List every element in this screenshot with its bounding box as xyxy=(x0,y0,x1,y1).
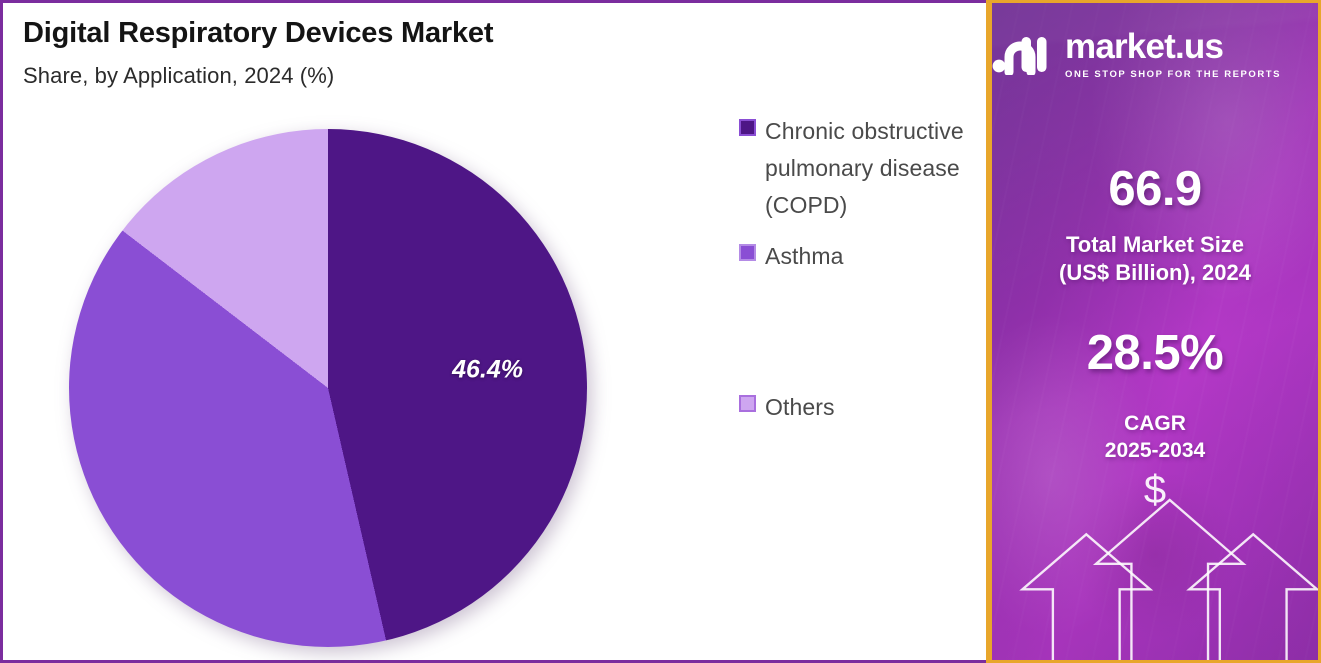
stats-content: market.us ONE STOP SHOP FOR THE REPORTS … xyxy=(992,3,1318,660)
cagr-caption: CAGR 2025-2034 xyxy=(992,410,1318,464)
growth-arrows-graphic: $ xyxy=(992,470,1318,660)
market-size-caption-line1: Total Market Size xyxy=(1065,232,1245,257)
logo-wordmark: market.us xyxy=(1065,27,1224,66)
pie-slice-label-copd: 46.4% xyxy=(452,355,523,384)
legend-swatch xyxy=(739,395,756,412)
brand-logo[interactable]: market.us ONE STOP SHOP FOR THE REPORTS xyxy=(992,29,1318,82)
legend-label: Asthma xyxy=(765,243,844,269)
cagr-caption-line2: 2025-2034 xyxy=(1104,439,1206,463)
legend-label: Others xyxy=(765,394,835,420)
pie-chart: 46.4% xyxy=(69,129,592,653)
dollar-sign-icon: $ xyxy=(1143,468,1167,512)
panel-color-tint xyxy=(992,3,1318,660)
market-size-caption: Total Market Size (US$ Billion), 2024 xyxy=(992,231,1318,288)
market-us-logo-icon xyxy=(992,31,1054,80)
panel-divider xyxy=(986,0,992,663)
chart-legend: Chronic obstructive pulmonary disease (C… xyxy=(739,113,979,440)
pie-slices[interactable] xyxy=(69,129,587,647)
chart-panel: Digital Respiratory Devices Market Share… xyxy=(0,0,986,663)
page-title: Digital Respiratory Devices Market xyxy=(23,17,494,49)
legend-swatch xyxy=(739,244,756,261)
market-size-value: 66.9 xyxy=(1108,162,1202,216)
legend-label: Chronic obstructive pulmonary disease (C… xyxy=(765,118,964,218)
logo-text-block: market.us ONE STOP SHOP FOR THE REPORTS xyxy=(1065,29,1318,82)
stats-panel: market.us ONE STOP SHOP FOR THE REPORTS … xyxy=(992,0,1321,663)
legend-swatch xyxy=(739,119,756,136)
legend-item[interactable]: Chronic obstructive pulmonary disease (C… xyxy=(739,113,979,224)
title-block: Digital Respiratory Devices Market Share… xyxy=(23,17,493,89)
up-arrows-icon xyxy=(1019,498,1318,660)
legend-item[interactable]: Asthma xyxy=(739,238,979,275)
logo-tagline: ONE STOP SHOP FOR THE REPORTS xyxy=(1065,69,1281,80)
page-subtitle: Share, by Application, 2024 (%) xyxy=(23,63,335,89)
cagr-caption-line1: CAGR xyxy=(1124,412,1186,435)
market-size-caption-line2: (US$ Billion), 2024 xyxy=(1059,260,1251,286)
legend-item[interactable]: Others xyxy=(739,389,979,426)
cagr-value: 28.5% xyxy=(1086,326,1224,380)
